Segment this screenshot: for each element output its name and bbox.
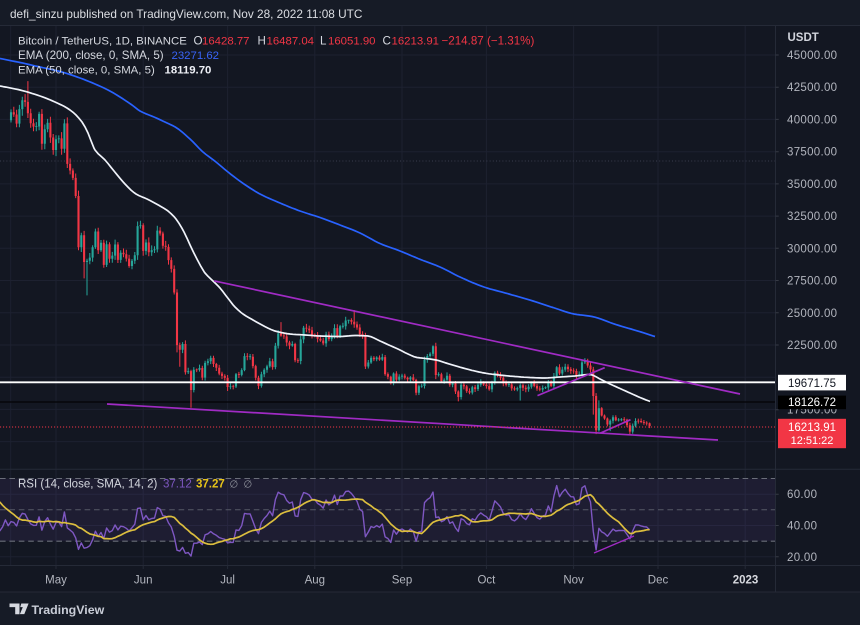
svg-text:Sep: Sep [392, 575, 412, 587]
svg-text:18126.72: 18126.72 [788, 397, 836, 409]
svg-text:19671.75: 19671.75 [788, 378, 836, 390]
svg-text:40000.00: 40000.00 [787, 114, 837, 126]
svg-text:42500.00: 42500.00 [787, 82, 837, 94]
svg-text:Aug: Aug [305, 575, 325, 587]
svg-text:16213.91: 16213.91 [788, 422, 836, 434]
svg-text:16428.77: 16428.77 [202, 36, 250, 48]
svg-text:37.27: 37.27 [196, 479, 225, 491]
svg-text:2023: 2023 [733, 575, 759, 587]
svg-text:20.00: 20.00 [787, 552, 817, 564]
svg-text:32500.00: 32500.00 [787, 211, 837, 223]
svg-text:May: May [45, 575, 67, 587]
svg-text:TradingView: TradingView [32, 603, 105, 617]
svg-text:Bitcoin / TetherUS, 1D, BINANC: Bitcoin / TetherUS, 1D, BINANCE [18, 36, 187, 48]
svg-text:USDT: USDT [788, 32, 819, 44]
svg-text:∅: ∅ [244, 480, 253, 491]
svg-text:Nov: Nov [563, 575, 584, 587]
svg-text:H: H [258, 35, 266, 48]
svg-text:Jul: Jul [220, 575, 235, 587]
svg-text:23271.62: 23271.62 [172, 50, 220, 62]
svg-text:27500.00: 27500.00 [787, 276, 837, 288]
svg-text:12:51:22: 12:51:22 [791, 435, 834, 447]
svg-text:22500.00: 22500.00 [787, 340, 837, 352]
svg-text:Jun: Jun [134, 575, 153, 587]
svg-text:∅: ∅ [230, 480, 239, 491]
svg-text:EMA (200, close, 0, SMA, 5): EMA (200, close, 0, SMA, 5) [18, 49, 164, 62]
svg-text:C: C [383, 35, 391, 48]
svg-text:60.00: 60.00 [787, 489, 817, 501]
svg-text:L: L [320, 35, 327, 48]
svg-text:RSI (14, close, SMA, 14, 2): RSI (14, close, SMA, 14, 2) [18, 479, 158, 491]
svg-text:−214.87 (−1.31%): −214.87 (−1.31%) [442, 35, 535, 48]
svg-text:O: O [194, 35, 203, 48]
svg-text:defi_sinzu published on Tradin: defi_sinzu published on TradingView.com,… [10, 7, 363, 21]
svg-text:40.00: 40.00 [787, 520, 817, 532]
svg-text:37.12: 37.12 [163, 479, 192, 491]
svg-text:30000.00: 30000.00 [787, 243, 837, 255]
svg-text:16213.91: 16213.91 [392, 36, 440, 48]
svg-text:35000.00: 35000.00 [787, 179, 837, 191]
svg-text:Oct: Oct [477, 575, 496, 587]
svg-text:18119.70: 18119.70 [165, 65, 212, 77]
svg-text:37500.00: 37500.00 [787, 147, 837, 159]
svg-text:Dec: Dec [648, 575, 669, 587]
svg-text:16051.90: 16051.90 [328, 36, 376, 48]
svg-text:16487.04: 16487.04 [267, 36, 315, 48]
svg-text:25000.00: 25000.00 [787, 308, 837, 320]
svg-text:45000.00: 45000.00 [787, 50, 837, 62]
svg-text:EMA (50, close, 0, SMA, 5): EMA (50, close, 0, SMA, 5) [18, 65, 155, 77]
